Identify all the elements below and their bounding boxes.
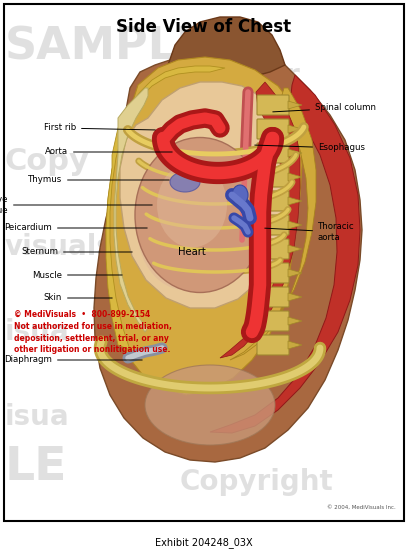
Text: SAMPLE: SAMPLE xyxy=(5,26,208,69)
Ellipse shape xyxy=(232,185,248,205)
Polygon shape xyxy=(288,101,302,109)
Polygon shape xyxy=(106,57,302,395)
Polygon shape xyxy=(220,82,300,358)
Polygon shape xyxy=(288,197,302,205)
Text: Diaphragm: Diaphragm xyxy=(4,356,142,364)
FancyBboxPatch shape xyxy=(257,167,289,187)
FancyBboxPatch shape xyxy=(257,95,289,115)
Text: isua: isua xyxy=(5,318,70,346)
Polygon shape xyxy=(288,245,302,253)
Polygon shape xyxy=(288,269,302,277)
Text: Copy: Copy xyxy=(5,147,90,176)
Text: Peicardium: Peicardium xyxy=(4,224,147,233)
FancyBboxPatch shape xyxy=(257,215,289,235)
FancyBboxPatch shape xyxy=(257,191,289,211)
Ellipse shape xyxy=(170,172,200,192)
Text: Exhibit 204248_03X: Exhibit 204248_03X xyxy=(155,537,253,548)
Text: yr: yr xyxy=(240,377,275,406)
Ellipse shape xyxy=(137,170,233,290)
Polygon shape xyxy=(288,149,302,157)
FancyBboxPatch shape xyxy=(257,239,289,259)
Text: isua: isua xyxy=(5,403,70,431)
FancyBboxPatch shape xyxy=(257,287,289,307)
Text: SAM: SAM xyxy=(270,287,346,316)
Text: LE: LE xyxy=(5,445,67,490)
Text: Muscle: Muscle xyxy=(32,271,122,280)
Text: Heart: Heart xyxy=(178,247,206,257)
Polygon shape xyxy=(288,341,302,349)
FancyBboxPatch shape xyxy=(257,311,289,331)
Text: Esophagus: Esophagus xyxy=(255,144,365,153)
Polygon shape xyxy=(120,82,290,308)
Text: © 2004, MediVisuals Inc.: © 2004, MediVisuals Inc. xyxy=(327,505,396,510)
Polygon shape xyxy=(168,17,285,78)
Polygon shape xyxy=(288,173,302,181)
Text: Skin: Skin xyxy=(44,293,112,302)
FancyBboxPatch shape xyxy=(257,335,289,355)
Text: visuals: visuals xyxy=(5,233,114,261)
Text: ight: ight xyxy=(220,147,288,176)
Polygon shape xyxy=(288,221,302,229)
Text: Side View of Chest: Side View of Chest xyxy=(116,18,292,36)
Ellipse shape xyxy=(145,365,275,445)
Polygon shape xyxy=(288,293,302,301)
Text: Spinal column: Spinal column xyxy=(273,103,376,112)
Polygon shape xyxy=(288,317,302,325)
Text: Copyright: Copyright xyxy=(180,468,334,496)
Text: Thoracic
aorta: Thoracic aorta xyxy=(265,222,355,241)
Polygon shape xyxy=(230,88,316,360)
FancyBboxPatch shape xyxy=(257,263,289,283)
Polygon shape xyxy=(210,75,360,433)
Polygon shape xyxy=(288,125,302,133)
Text: © MediVisuals  •  800-899-2154
Not authorized for use in mediation,
deposition, : © MediVisuals • 800-899-2154 Not authori… xyxy=(14,310,172,354)
Polygon shape xyxy=(94,52,362,462)
Polygon shape xyxy=(106,66,225,350)
Text: Aorta: Aorta xyxy=(45,148,172,157)
Text: First rib: First rib xyxy=(44,124,155,132)
Ellipse shape xyxy=(135,138,265,292)
Text: MediV: MediV xyxy=(260,208,357,236)
Ellipse shape xyxy=(157,163,227,248)
Polygon shape xyxy=(114,88,148,332)
FancyBboxPatch shape xyxy=(257,119,289,139)
FancyBboxPatch shape xyxy=(257,143,289,163)
Text: Copyr: Copyr xyxy=(200,62,300,91)
Text: Thymus: Thymus xyxy=(28,176,169,184)
Text: Sternum: Sternum xyxy=(21,248,132,257)
Text: Fatty connective
tissue: Fatty connective tissue xyxy=(0,195,152,215)
